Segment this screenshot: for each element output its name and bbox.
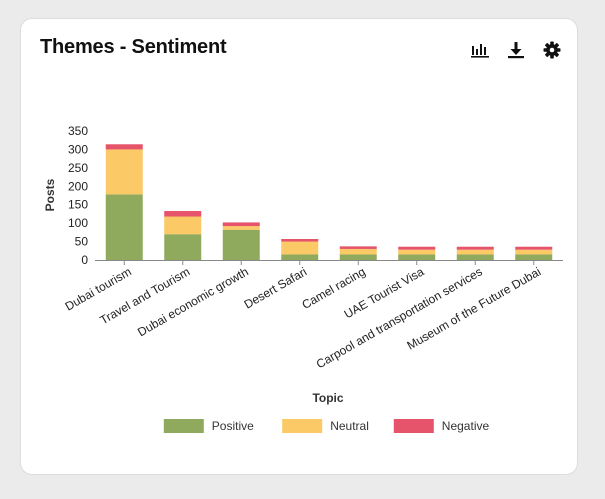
bar-negative-6	[456, 246, 494, 250]
bar-negative-7	[515, 246, 553, 250]
bar-neutral-2	[222, 226, 260, 230]
bar-positive-0	[105, 194, 143, 260]
x-axis-title: Topic	[312, 391, 343, 405]
y-tick-label: 300	[68, 142, 88, 156]
bar-neutral-0	[105, 149, 143, 195]
legend: Positive Neutral Negative	[163, 419, 490, 433]
bar-positive-5	[398, 254, 436, 260]
bar-positive-3	[281, 254, 319, 260]
bar-positive-4	[339, 254, 377, 260]
y-tick-label: 150	[68, 198, 88, 212]
x-tick-label: Desert Safari	[242, 264, 310, 311]
y-tick-label: 100	[68, 216, 88, 230]
y-tick-label: 200	[68, 179, 88, 193]
bar-negative-2	[222, 222, 260, 227]
bar-neutral-4	[339, 248, 377, 255]
bar-negative-5	[398, 246, 436, 250]
bar-positive-1	[164, 234, 202, 260]
bar-neutral-3	[281, 241, 319, 255]
legend-swatch-positive	[163, 419, 204, 433]
bars-group	[105, 144, 553, 260]
bar-negative-0	[105, 144, 143, 150]
legend-swatch-negative	[393, 419, 434, 433]
x-tick-label: Dubai economic growth	[135, 264, 251, 339]
settings-button[interactable]	[541, 39, 563, 61]
y-tick-label: 50	[75, 235, 89, 249]
legend-swatch-neutral	[282, 419, 323, 433]
bar-neutral-6	[456, 249, 494, 255]
bar-negative-4	[339, 246, 377, 249]
y-tick-label: 350	[68, 124, 88, 138]
y-axis: 0 50 100 150 200 250 300 350	[68, 124, 88, 267]
legend-label-negative: Negative	[442, 419, 490, 433]
bar-positive-2	[222, 229, 260, 260]
y-axis-title: Posts	[43, 178, 57, 211]
bar-negative-1	[164, 210, 202, 217]
bar-neutral-1	[164, 216, 202, 235]
download-icon	[508, 42, 524, 59]
legend-label-positive: Positive	[212, 419, 254, 433]
legend-label-neutral: Neutral	[330, 419, 369, 433]
bar-negative-3	[281, 238, 319, 242]
bar-neutral-5	[398, 249, 436, 255]
bar-chart-icon	[471, 44, 489, 58]
y-tick-label: 0	[81, 253, 88, 267]
bar-positive-7	[515, 254, 553, 260]
bar-neutral-7	[515, 249, 553, 255]
bar-positive-6	[456, 254, 494, 260]
gear-icon	[543, 41, 561, 59]
y-tick-label: 250	[68, 161, 88, 175]
download-button[interactable]	[505, 39, 527, 61]
card-title: Themes - Sentiment	[40, 36, 227, 58]
chart-toolbar	[469, 39, 563, 61]
bar-chart-button[interactable]	[469, 39, 491, 61]
